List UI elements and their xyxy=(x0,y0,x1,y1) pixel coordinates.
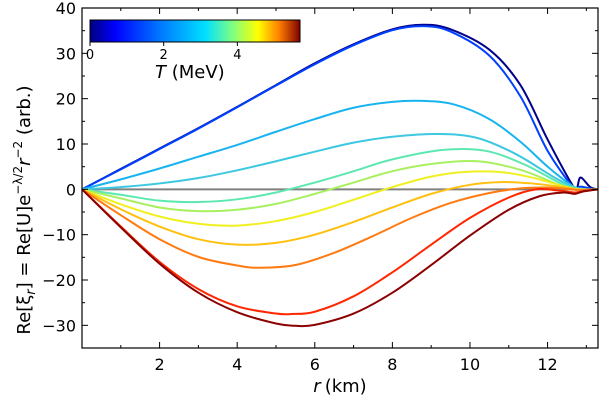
x-tick-label: 4 xyxy=(232,355,242,374)
x-tick-label: 6 xyxy=(310,355,320,374)
series-line-6 xyxy=(81,159,599,213)
y-tick-label: 30 xyxy=(56,44,76,63)
x-tick-label: 12 xyxy=(537,355,557,374)
x-axis-ticks: 2 4 6 8 10 12 xyxy=(120,8,587,374)
x-tick-label: 2 xyxy=(155,355,165,374)
y-tick-label: 10 xyxy=(56,135,76,154)
colorbar-ticks: 0 2 4 xyxy=(86,42,242,63)
colorbar: 0 2 4 T (MeV) xyxy=(86,19,301,83)
y-tick-label: −30 xyxy=(42,316,76,335)
series-line-3 xyxy=(81,99,599,191)
series-line-5 xyxy=(81,147,599,204)
y-tick-label: −20 xyxy=(42,271,76,290)
y-tick-label: 0 xyxy=(66,180,76,199)
colorbar-tick-label: 0 xyxy=(86,48,94,63)
axes-frame xyxy=(81,7,599,349)
series-line-9 xyxy=(81,186,599,269)
x-tick-label: 10 xyxy=(460,355,480,374)
y-tick-label: 20 xyxy=(56,90,76,109)
series-layer xyxy=(81,23,599,328)
y-tick-label: 40 xyxy=(56,0,76,18)
x-axis-label: r (km) xyxy=(313,376,366,397)
colorbar-gradient xyxy=(89,19,301,43)
x-tick-label: 8 xyxy=(387,355,397,374)
y-tick-label: −10 xyxy=(42,226,76,245)
series-line-4 xyxy=(81,133,599,191)
series-line-10 xyxy=(81,187,599,316)
axes-box xyxy=(81,7,599,349)
series-line-8 xyxy=(81,181,599,246)
series-line-7 xyxy=(81,170,599,227)
series-line-11 xyxy=(81,188,599,328)
y-axis-label: Re[ξr] = Re[U]e−λ/2r−2 (arb.) xyxy=(11,85,39,334)
colorbar-tick-label: 2 xyxy=(160,48,168,63)
colorbar-label: T (MeV) xyxy=(155,62,225,83)
colorbar-tick-label: 4 xyxy=(233,48,241,63)
